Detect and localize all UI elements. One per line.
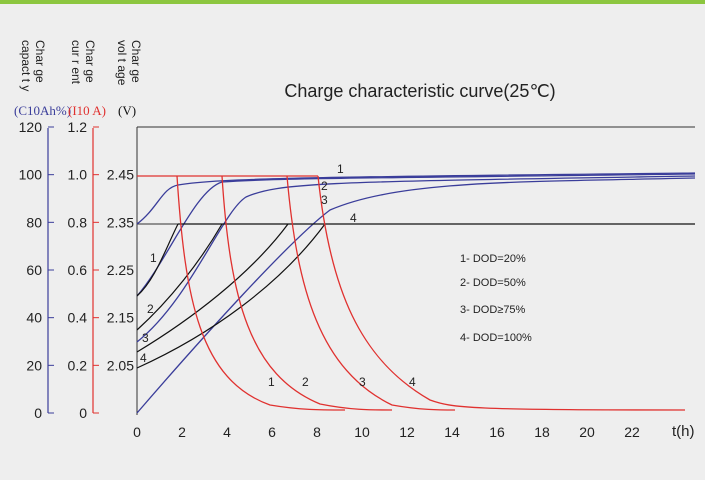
capacity-tick-label: 60 — [26, 262, 42, 278]
current-tick-label: 0.2 — [68, 357, 88, 373]
voltage-tick-label: 2.45 — [107, 167, 134, 183]
voltage-tick-label: 2.15 — [107, 310, 134, 326]
capacity-curve-1 — [136, 172, 696, 225]
legend-item-4: 4- DOD=100% — [460, 332, 532, 344]
tick-layer: 1201008060402001.21.00.80.60.40.202.452.… — [19, 119, 640, 440]
voltage-axis-title-1: Char ge — [129, 40, 143, 83]
current-curve-3 — [286, 175, 456, 411]
current-curves — [137, 175, 686, 411]
x-tick-label: 4 — [223, 424, 231, 440]
x-tick-label: 10 — [354, 424, 370, 440]
label-current-4: 4 — [409, 375, 416, 389]
capacity-axis-header: Char ge capact t y (C10Ah%) — [14, 40, 71, 118]
capacity-tick-label: 20 — [26, 357, 42, 373]
voltage-axis-header: Char ge vol t age (V) — [115, 40, 143, 118]
capacity-tick-label: 40 — [26, 310, 42, 326]
capacity-axis-title-1: Char ge — [33, 40, 47, 83]
x-tick-label: 22 — [624, 424, 640, 440]
legend-item-1: 1- DOD=20% — [460, 253, 526, 265]
voltage-curve-4 — [136, 223, 326, 369]
legend-item-2: 2- DOD=50% — [460, 277, 526, 289]
legend: 1- DOD=20% 2- DOD=50% 3- DOD≥75% 4- DOD=… — [460, 253, 532, 344]
curve-labels: 1 2 3 4 1 2 3 4 1 2 3 4 — [140, 162, 416, 389]
current-tick-label: 0.8 — [68, 214, 88, 230]
x-tick-label: 14 — [444, 424, 460, 440]
x-tick-label: 0 — [133, 424, 141, 440]
label-capacity-3: 3 — [321, 193, 328, 207]
label-voltage-4: 4 — [140, 351, 147, 365]
x-tick-label: 18 — [534, 424, 550, 440]
capacity-tick-label: 0 — [34, 405, 42, 421]
voltage-tick-label: 2.25 — [107, 262, 134, 278]
current-tick-label: 0.6 — [68, 262, 88, 278]
x-tick-label: 12 — [399, 424, 415, 440]
voltage-curve-1 — [136, 223, 179, 297]
voltage-curve-3 — [136, 223, 289, 353]
current-tick-label: 0.4 — [68, 310, 88, 326]
label-current-3: 3 — [359, 375, 366, 389]
label-voltage-3: 3 — [142, 331, 149, 345]
current-curve-2 — [221, 175, 393, 411]
capacity-axis-unit: (C10Ah%) — [14, 103, 71, 118]
label-capacity-4: 4 — [350, 211, 357, 225]
capacity-curve-4 — [136, 177, 696, 414]
current-axis-unit: (I10 A) — [68, 103, 106, 118]
voltage-tick-label: 2.05 — [107, 357, 134, 373]
current-tick-label: 1.2 — [68, 119, 88, 135]
chart-title: Charge characteristic curve(25℃) — [284, 81, 555, 101]
capacity-curves — [136, 172, 696, 414]
current-curve-4 — [317, 175, 686, 411]
current-axis-title-2: cur r ent — [69, 40, 83, 85]
x-tick-label: 6 — [268, 424, 276, 440]
capacity-curve-3 — [136, 175, 696, 343]
current-axis-title-1: Char ge — [83, 40, 97, 83]
voltage-axis-unit: (V) — [118, 103, 136, 118]
voltage-tick-label: 2.35 — [107, 214, 134, 230]
top-accent-bar — [0, 0, 705, 4]
voltage-curve-2 — [136, 223, 223, 331]
x-tick-label: 20 — [579, 424, 595, 440]
capacity-tick-label: 100 — [19, 167, 43, 183]
label-current-2: 2 — [302, 375, 309, 389]
x-tick-label: 16 — [489, 424, 505, 440]
capacity-tick-label: 80 — [26, 214, 42, 230]
label-current-1: 1 — [268, 375, 275, 389]
legend-item-3: 3- DOD≥75% — [460, 304, 526, 316]
capacity-axis-title-2: capact t y — [19, 40, 33, 91]
voltage-curves — [136, 223, 695, 369]
current-tick-label: 1.0 — [68, 167, 88, 183]
capacity-curve-2 — [136, 173, 696, 297]
x-axis-label: t(h) — [672, 423, 695, 440]
label-voltage-2: 2 — [147, 302, 154, 316]
current-curve-1 — [176, 175, 346, 411]
capacity-tick-label: 120 — [19, 119, 43, 135]
x-tick-label: 2 — [178, 424, 186, 440]
current-tick-label: 0 — [79, 405, 87, 421]
x-tick-label: 8 — [313, 424, 321, 440]
label-voltage-1: 1 — [150, 251, 157, 265]
label-capacity-2: 2 — [321, 179, 328, 193]
label-capacity-1: 1 — [337, 162, 344, 176]
voltage-axis-title-2: vol t age — [115, 40, 129, 86]
current-axis-header: Char ge cur r ent (I10 A) — [68, 40, 106, 118]
